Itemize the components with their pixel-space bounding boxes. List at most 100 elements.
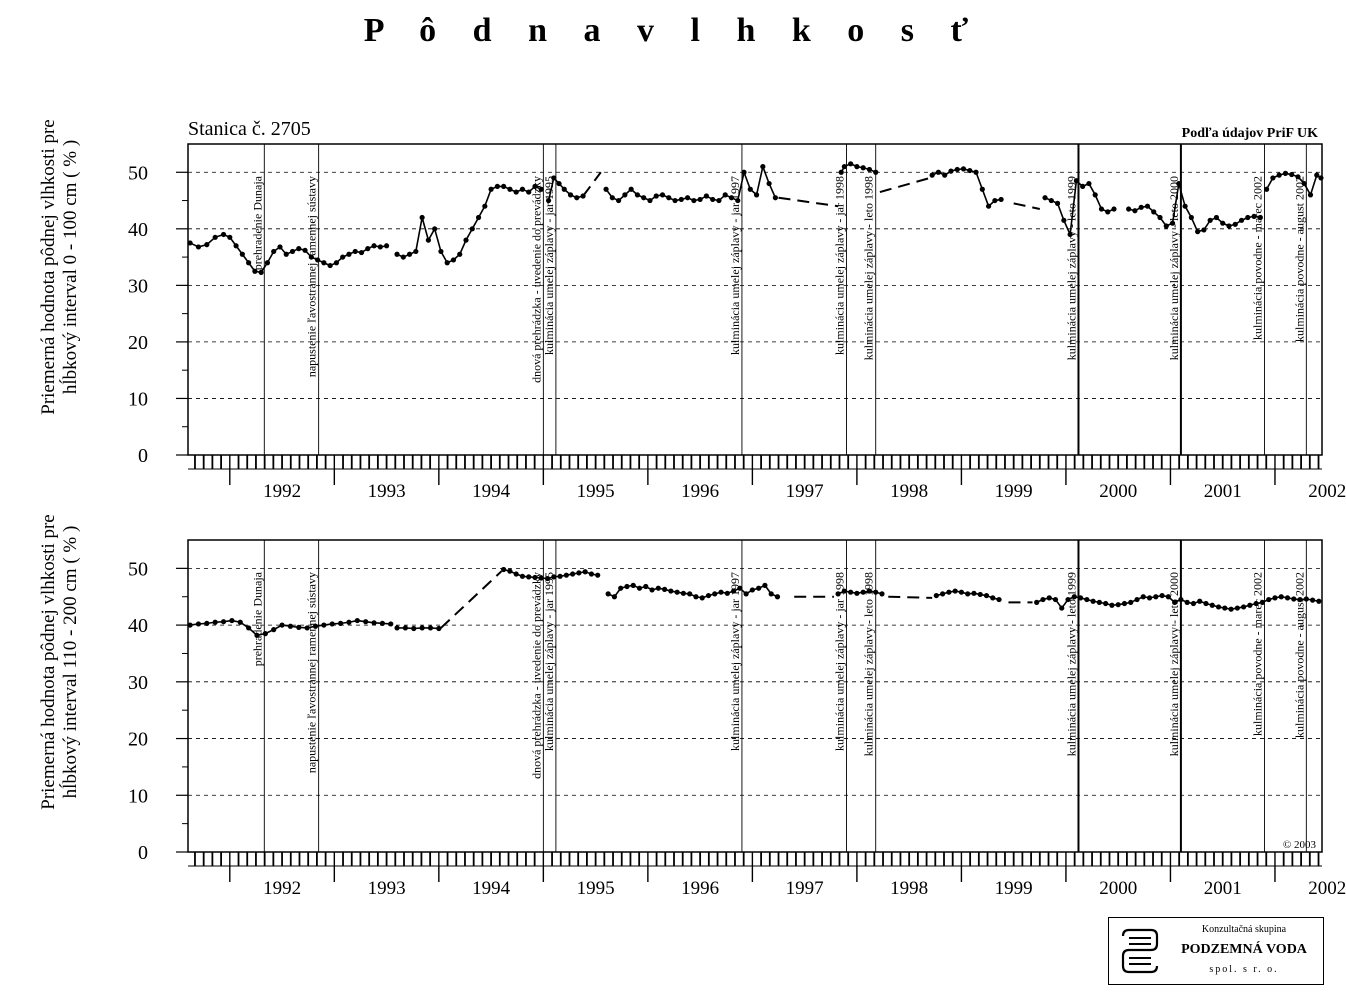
data-point [1295, 174, 1301, 180]
data-point [551, 175, 557, 181]
data-point [848, 589, 854, 595]
x-year-label: 2001 [1204, 878, 1242, 899]
data-point [450, 257, 457, 263]
x-year-label: 1998 [890, 481, 928, 502]
data-point [1188, 214, 1194, 221]
event-label: napustenie ľavostrannej ramennej sústavy [305, 176, 319, 377]
data-point [1264, 186, 1270, 192]
data-point [411, 625, 417, 632]
data-series-line [503, 568, 598, 580]
x-year-label: 2001 [1204, 481, 1242, 502]
data-point [737, 585, 743, 591]
main-title: P ô d n a v l h k o s ť [363, 12, 983, 49]
event-label: kulminácia umelej záplavy - leto 2000 [1167, 572, 1181, 756]
data-point [1213, 214, 1220, 221]
data-point [848, 161, 854, 167]
data-point [841, 588, 847, 594]
logo-line-3: spol. s r. o. [1209, 964, 1279, 975]
x-year-label: 1992 [263, 878, 301, 899]
data-point [716, 197, 722, 204]
data-point [365, 246, 371, 252]
x-year-label: 2002 [1308, 878, 1346, 899]
data-point [419, 214, 425, 221]
data-point [482, 203, 488, 209]
data-point [609, 195, 615, 201]
data-point [321, 260, 327, 266]
data-point [636, 585, 643, 591]
data-point [1307, 192, 1314, 198]
data-point [394, 625, 400, 631]
data-point [772, 195, 778, 201]
data-point [1178, 596, 1184, 603]
event-label: kulminácia umelej záplavy - jar 1995 [542, 176, 556, 355]
x-year-label: 1997 [786, 481, 824, 502]
data-point [661, 586, 668, 592]
data-point [488, 186, 494, 192]
data-point [438, 248, 444, 255]
chart-panel-1: 0 10 20 30 40 50 1992 1993 1994 1995 1996 1997 1998 1… [128, 143, 1346, 502]
data-point [1291, 596, 1297, 602]
data-point [741, 169, 747, 175]
logo-line-1: Konzultačná skupina [1201, 924, 1287, 935]
data-point [212, 234, 218, 240]
data-point [358, 249, 365, 256]
data-point [634, 192, 641, 198]
data-point [879, 591, 885, 597]
data-point [204, 242, 210, 248]
data-point [1132, 208, 1138, 214]
data-point [538, 186, 544, 192]
data-point [1278, 594, 1284, 600]
data-point [967, 167, 973, 174]
data-point [371, 620, 377, 626]
data-series-line [396, 185, 542, 264]
x-year-label: 1996 [681, 878, 719, 899]
data-point [1245, 214, 1251, 221]
station-label: Stanica č. 2705 [188, 118, 311, 140]
event-label: dnová prehrádzka - uvedenie do prevádzky [529, 572, 543, 779]
data-point [643, 583, 649, 590]
data-point [618, 585, 624, 591]
data-point [252, 268, 258, 274]
data-point [958, 589, 965, 595]
data-point [264, 260, 271, 266]
data-point [985, 203, 992, 209]
data-point [315, 257, 321, 263]
data-point [983, 592, 990, 599]
data-point [195, 244, 202, 250]
data-point [220, 231, 227, 238]
event-label: kulminácia povodne - marec 2002 [1251, 572, 1265, 736]
data-gap-dashed-line [582, 171, 602, 197]
data-point [1134, 596, 1140, 603]
data-point [1318, 175, 1324, 181]
data-point [1073, 178, 1079, 184]
data-point [1222, 605, 1228, 611]
data-point [425, 237, 431, 243]
data-point [1314, 172, 1320, 178]
data-point [712, 591, 718, 597]
data-point [513, 189, 519, 195]
data-point [400, 254, 406, 260]
y-tick-label: 50 [128, 162, 148, 184]
data-point [1121, 600, 1128, 607]
data-point [1257, 214, 1263, 221]
data-point [1115, 602, 1121, 608]
data-point [666, 195, 672, 201]
data-point [1176, 180, 1182, 187]
data-point [352, 248, 358, 255]
data-point [1061, 217, 1067, 223]
data-point [703, 193, 710, 199]
event-label: kulminácia umelej záplavy - jar 1998 [832, 176, 846, 355]
data-point [756, 585, 762, 591]
y-tick-label: 50 [128, 558, 148, 580]
x-year-label: 1997 [786, 878, 824, 899]
data-point [866, 166, 873, 173]
data-point [1054, 200, 1061, 206]
data-point [402, 625, 408, 631]
data-point [1303, 596, 1309, 602]
data-point [557, 573, 563, 579]
data-point [948, 168, 954, 174]
data-point [220, 619, 227, 625]
data-point [684, 195, 691, 201]
data-point [973, 169, 979, 175]
data-point [649, 587, 655, 593]
